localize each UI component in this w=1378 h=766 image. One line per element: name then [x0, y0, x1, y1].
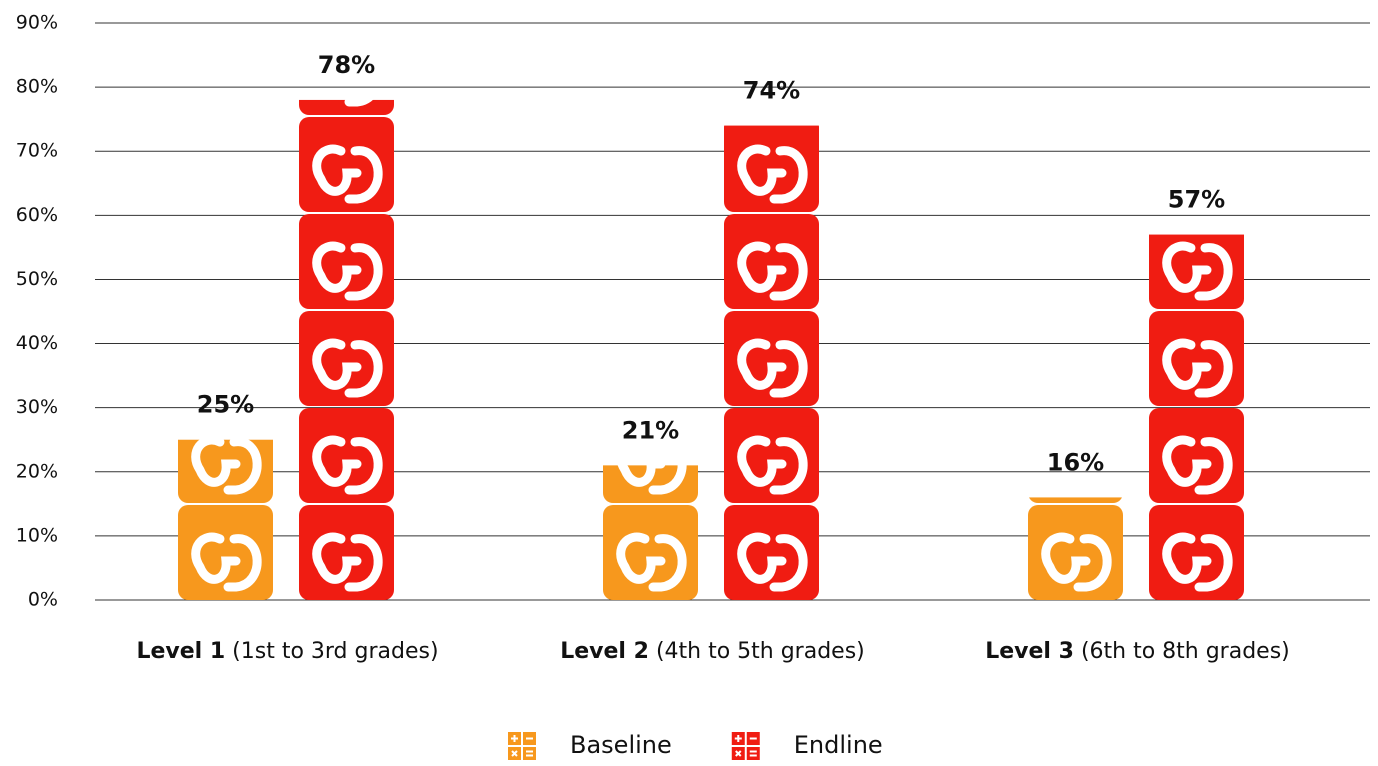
- y-tick-label: 20%: [16, 460, 58, 482]
- bar: [724, 125, 819, 601]
- y-tick-label: 80%: [16, 76, 58, 98]
- bar: [603, 465, 698, 600]
- legend-item: Baseline: [508, 731, 672, 760]
- legend-symbol: [735, 750, 742, 757]
- legend-swatch: [746, 747, 760, 760]
- y-tick-label: 60%: [16, 204, 58, 226]
- y-tick-label: 10%: [16, 524, 58, 546]
- bar: [1149, 234, 1244, 601]
- legend-swatch: [523, 747, 536, 760]
- legend-label: Endline: [794, 731, 883, 759]
- category-detail: (6th to 8th grades): [1081, 639, 1290, 664]
- bar: [1028, 497, 1123, 600]
- y-tick-label: 30%: [16, 396, 58, 418]
- legend-item: Endline: [731, 731, 883, 760]
- category-name: Level 3: [985, 639, 1074, 664]
- value-label: 74%: [743, 77, 800, 105]
- legend-label: Baseline: [570, 731, 672, 759]
- category-detail: (4th to 5th grades): [656, 639, 865, 664]
- y-tick-label: 50%: [16, 268, 58, 290]
- value-label: 25%: [197, 391, 254, 419]
- value-label: 21%: [622, 416, 679, 444]
- y-tick-label: 90%: [16, 12, 58, 34]
- bar: [178, 439, 273, 600]
- value-label: 57%: [1168, 186, 1225, 214]
- labels: 0% 10% 20% 30% 40% 50% 60% 70% 80% 90% Level 1 (1s…: [16, 12, 1290, 760]
- x-tick-label: Level 2 (4th to 5th grades): [560, 639, 865, 664]
- value-label: 16%: [1047, 448, 1104, 476]
- legend-symbol: [511, 750, 518, 757]
- y-tick-label: 70%: [16, 140, 58, 162]
- y-tick-label: 40%: [16, 332, 58, 354]
- category-name: Level 2: [560, 639, 649, 664]
- category-name: Level 1: [136, 639, 225, 664]
- category-detail: (1st to 3rd grades): [232, 639, 438, 664]
- y-tick-label: 0%: [28, 589, 58, 611]
- x-tick-label: Level 1 (1st to 3rd grades): [136, 639, 438, 664]
- x-tick-label: Level 3 (6th to 8th grades): [985, 639, 1290, 664]
- value-label: 78%: [318, 51, 375, 79]
- bar: [299, 99, 394, 600]
- bars: [178, 99, 1244, 601]
